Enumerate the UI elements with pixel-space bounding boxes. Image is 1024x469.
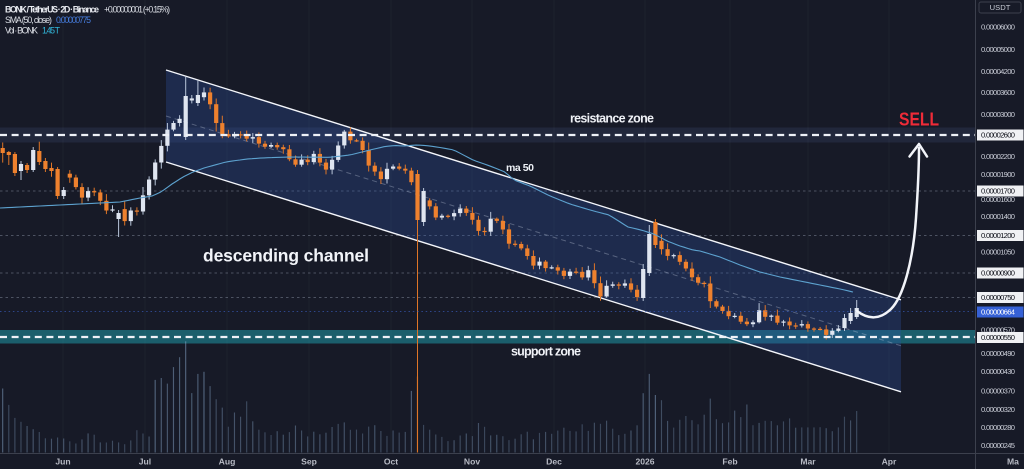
svg-text:0.00000430: 0.00000430	[981, 367, 1015, 376]
svg-text:resistance zone: resistance zone	[570, 112, 654, 126]
svg-text:Aug: Aug	[219, 457, 236, 467]
svg-text:0.00004200: 0.00004200	[981, 67, 1015, 76]
svg-text:support zone: support zone	[511, 345, 581, 359]
svg-text:0.00000245: 0.00000245	[981, 441, 1015, 450]
svg-text:0.00000664: 0.00000664	[981, 308, 1015, 317]
svg-text:+0.00000001 (+0.15%): +0.00000001 (+0.15%)	[104, 5, 170, 15]
svg-text:SELL: SELL	[899, 109, 939, 130]
svg-text:0.00003600: 0.00003600	[981, 88, 1015, 97]
svg-text:Jun: Jun	[55, 457, 70, 467]
svg-text:0.00001700: 0.00001700	[981, 187, 1015, 196]
svg-text:Oct: Oct	[384, 457, 398, 467]
svg-text:0.00002600: 0.00002600	[981, 131, 1015, 140]
svg-text:2026: 2026	[635, 457, 654, 467]
svg-text:USDT: USDT	[990, 3, 1011, 12]
svg-text:descending channel: descending channel	[203, 246, 369, 266]
svg-text:Nov: Nov	[464, 457, 480, 467]
svg-text:0.00000570: 0.00000570	[981, 326, 1015, 335]
svg-text:0.00001050: 0.00001050	[981, 248, 1015, 257]
svg-text:0.00000550: 0.00000550	[981, 333, 1015, 342]
svg-text:SMA (50, close): SMA (50, close)	[5, 15, 52, 25]
svg-text:0.00001200: 0.00001200	[981, 231, 1015, 240]
svg-text:0.00002200: 0.00002200	[981, 152, 1015, 161]
svg-text:Feb: Feb	[722, 457, 737, 467]
svg-text:0.00001600: 0.00001600	[981, 195, 1015, 204]
svg-text:Sep: Sep	[301, 457, 317, 467]
svg-text:Apr: Apr	[882, 457, 897, 467]
svg-text:BONK / TetherUS · 2D · Binance: BONK / TetherUS · 2D · Binance	[5, 5, 99, 15]
svg-text:Mar: Mar	[800, 457, 816, 467]
svg-text:0.00006000: 0.00006000	[981, 23, 1015, 32]
svg-text:0.00000320: 0.00000320	[981, 405, 1015, 414]
svg-text:0.00000280: 0.00000280	[981, 423, 1015, 432]
svg-text:0.00005000: 0.00005000	[981, 45, 1015, 54]
svg-text:0.00000750: 0.00000750	[981, 293, 1015, 302]
svg-text:0.00000490: 0.00000490	[981, 349, 1015, 358]
svg-text:Vol · BONK: Vol · BONK	[5, 26, 38, 36]
svg-text:0.00000775: 0.00000775	[56, 15, 91, 25]
svg-text:ma 50: ma 50	[506, 162, 534, 174]
svg-text:Jul: Jul	[139, 457, 151, 467]
svg-text:Dec: Dec	[546, 457, 562, 467]
svg-text:0.00001900: 0.00001900	[981, 170, 1015, 179]
svg-text:0.00000370: 0.00000370	[981, 387, 1015, 396]
svg-text:0.00000900: 0.00000900	[981, 269, 1015, 278]
svg-text:0.00003000: 0.00003000	[981, 110, 1015, 119]
svg-text:Ma: Ma	[1007, 457, 1019, 467]
svg-text:1.45 T: 1.45 T	[42, 26, 61, 36]
svg-text:0.00001400: 0.00001400	[981, 212, 1015, 221]
